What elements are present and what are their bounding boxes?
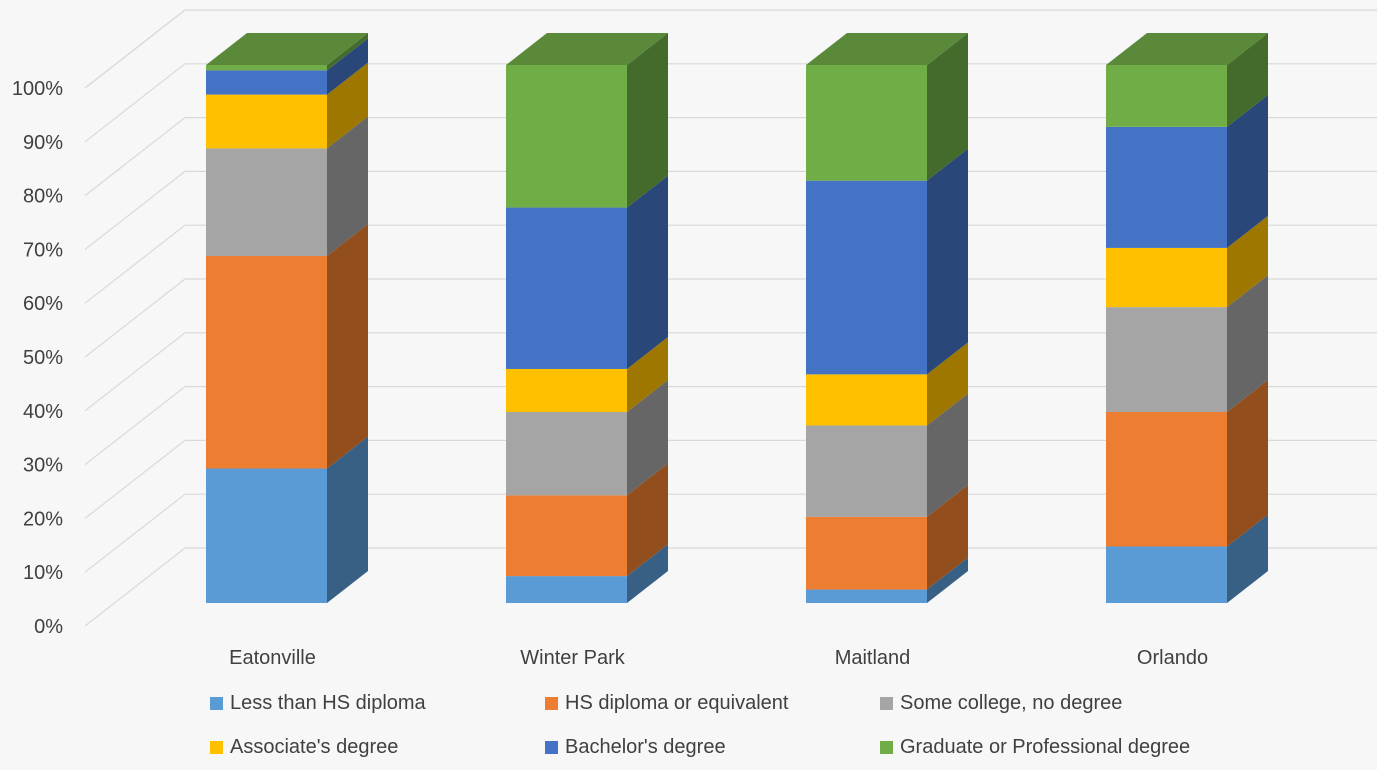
x-tick-label: Maitland [835, 647, 911, 669]
y-tick-label: 90% [23, 132, 63, 154]
bar-side [927, 393, 968, 517]
bar-side [627, 544, 668, 603]
bar-side [1227, 275, 1268, 413]
x-tick-label: Winter Park [520, 647, 625, 669]
y-tick-label: 10% [23, 562, 63, 584]
bar-segment [1106, 247, 1227, 308]
y-tick-label: 0% [34, 616, 63, 638]
y-tick-label: 40% [23, 401, 63, 423]
bar-side [327, 62, 368, 149]
bar-side [327, 116, 368, 256]
legend-swatch [210, 741, 223, 754]
bar-side [1227, 33, 1268, 127]
legend-swatch [210, 697, 223, 710]
bar-top [1106, 33, 1268, 65]
bar-top [806, 33, 968, 65]
legend-label: Bachelor's degree [565, 736, 726, 758]
bar-side [327, 436, 368, 603]
legend-swatch [545, 697, 558, 710]
bar-segment [206, 148, 327, 256]
bar-segment [506, 65, 627, 208]
bar-side [1227, 380, 1268, 547]
bar-side [627, 175, 668, 369]
bar-segment [506, 368, 627, 413]
bar-side [927, 33, 968, 181]
bar-segment [506, 207, 627, 369]
bar-side [627, 380, 668, 496]
gridline-depth [84, 117, 186, 197]
bar-side [927, 342, 968, 426]
legend-label: Less than HS diploma [230, 692, 426, 714]
legend-item: Some college, no degree [880, 692, 1122, 715]
legend-label: Graduate or Professional degree [900, 736, 1191, 758]
bar-segment [806, 425, 927, 517]
x-tick-label: Orlando [1137, 647, 1208, 669]
y-tick-label: 80% [23, 186, 63, 208]
x-tick-label: Eatonville [229, 647, 316, 669]
bar-segment [806, 180, 927, 375]
bar-segment [806, 65, 927, 181]
bar-segment [206, 255, 327, 469]
gridline-depth [84, 439, 186, 519]
bar-side [1227, 514, 1268, 603]
bar-segment [806, 589, 927, 603]
legend-item: Associate's degree [210, 736, 398, 759]
bar-top [506, 33, 668, 65]
bar-side [1227, 215, 1268, 308]
legend-label: Associate's degree [230, 736, 399, 758]
gridline-depth [84, 170, 186, 250]
y-tick-label: 70% [23, 239, 63, 261]
bar-segment [206, 94, 327, 149]
gridline-depth [84, 63, 186, 143]
gridline-depth [84, 9, 186, 89]
gridline-depth [84, 224, 186, 304]
gridline-depth [84, 278, 186, 358]
gridline-depth [84, 386, 186, 466]
bar-segment [1106, 307, 1227, 413]
bar-side [327, 33, 368, 71]
bar-side [627, 33, 668, 208]
bar-segment [206, 468, 327, 603]
bar-segment [1106, 126, 1227, 248]
legend-swatch [880, 697, 893, 710]
bar-side [327, 38, 368, 95]
legend-item: Less than HS diploma [210, 692, 426, 715]
y-tick-label: 20% [23, 508, 63, 530]
bar-segment [1106, 412, 1227, 547]
bar-top [206, 33, 368, 65]
bar-side [627, 336, 668, 413]
bar-side [927, 557, 968, 603]
legend-label: Some college, no degree [900, 692, 1123, 714]
bar-segment [1106, 65, 1227, 127]
legend-item: Bachelor's degree [545, 736, 726, 759]
gridline-depth [84, 493, 186, 573]
legend-item: Graduate or Professional degree [880, 736, 1190, 759]
gridline-depth [84, 332, 186, 412]
y-tick-label: 100% [12, 78, 63, 100]
y-tick-label: 50% [23, 347, 63, 369]
legend-swatch [880, 741, 893, 754]
y-tick-label: 60% [23, 293, 63, 315]
bar-segment [506, 576, 627, 603]
bar-side [327, 223, 368, 469]
bar-segment [206, 65, 327, 71]
bar-segment [806, 374, 927, 426]
legend-swatch [545, 741, 558, 754]
bar-segment [1106, 546, 1227, 603]
gridline-depth [84, 547, 186, 627]
bar-side [627, 463, 668, 577]
legend-item: HS diploma or equivalent [545, 692, 788, 715]
bar-segment [206, 70, 327, 95]
bar-side [927, 148, 968, 375]
bar-segment [506, 495, 627, 577]
bar-side [1227, 94, 1268, 248]
bar-segment [506, 412, 627, 496]
legend-label: HS diploma or equivalent [565, 692, 789, 714]
bar-side [927, 484, 968, 590]
y-tick-label: 30% [23, 455, 63, 477]
bar-segment [806, 516, 927, 590]
